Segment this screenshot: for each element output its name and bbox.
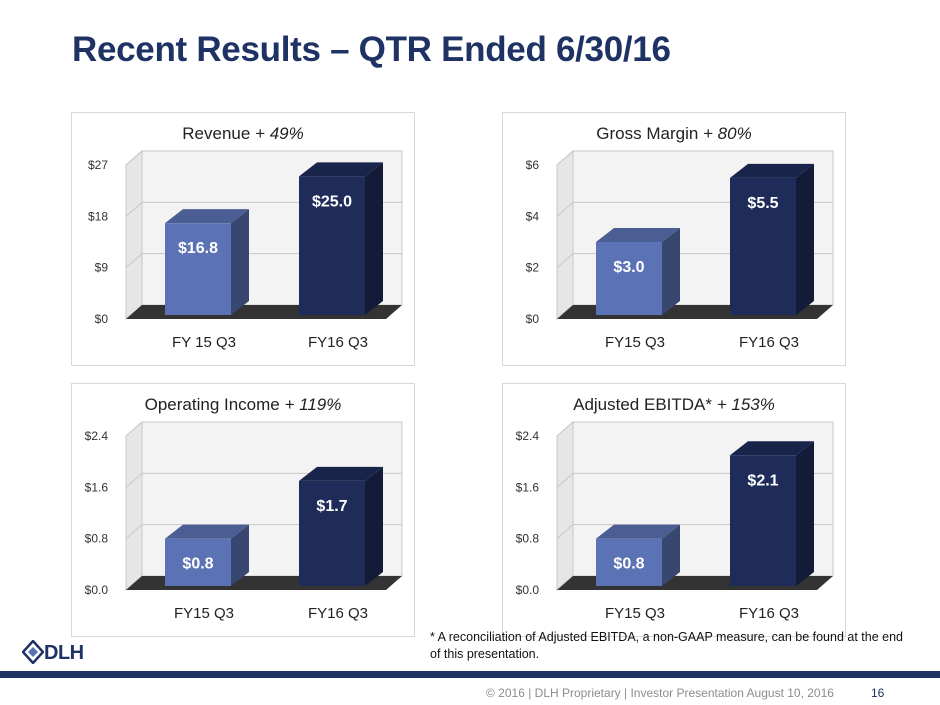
adjusted-ebitda-bar-2: [730, 441, 814, 586]
operating-income-ytick: $1.6: [85, 480, 109, 494]
adjusted-ebitda-bar-1: [596, 524, 680, 586]
gross-margin-ytick: $4: [526, 209, 540, 223]
operating-income-side-wall: [125, 420, 143, 592]
gross-margin-chart: Gross Margin + 80% $0 $2 $4 $6 $3.0 FY15 Q3 $5.…: [502, 112, 846, 366]
revenue-bar-2: [299, 162, 383, 315]
revenue-category-2: FY16 Q3: [308, 334, 368, 351]
revenue-category-1: FY 15 Q3: [172, 334, 236, 351]
gross-margin-ytick: $6: [526, 158, 540, 172]
adjusted-ebitda-data-label-2: $2.1: [747, 472, 778, 489]
operating-income-data-label-2: $1.7: [316, 498, 347, 515]
logo-text: DLH: [44, 642, 84, 664]
revenue-ytick: $9: [95, 261, 109, 275]
operating-income-data-label-1: $0.8: [182, 556, 213, 573]
gross-margin-data-label-1: $3.0: [613, 259, 644, 276]
revenue-chart-svg: Revenue + 49% $0 $9 $18 $27 $16.8 FY 15 Q3 $25.…: [88, 124, 403, 351]
dlh-logo: DLH: [22, 640, 102, 664]
revenue-bar-1: [165, 209, 249, 315]
revenue-ytick: $0: [95, 312, 109, 326]
adjusted-ebitda-side-wall: [556, 420, 574, 592]
footer-text: © 2016 | DLH Proprietary | Investor Pres…: [486, 686, 834, 700]
operating-income-ytick: $2.4: [85, 429, 109, 443]
slide-title: Recent Results – QTR Ended 6/30/16: [72, 30, 671, 69]
revenue-chart: Revenue + 49% $0 $9 $18 $27 $16.8 FY 15 Q3 $25.…: [71, 112, 415, 366]
gross-margin-category-1: FY15 Q3: [605, 334, 665, 351]
page-number: 16: [871, 686, 885, 700]
operating-income-bar-2: [299, 466, 383, 586]
operating-income-category-2: FY16 Q3: [308, 605, 368, 622]
adjusted-ebitda-category-2: FY16 Q3: [739, 605, 799, 622]
gross-margin-ytick: $2: [526, 261, 540, 275]
operating-income-ytick: $0.0: [85, 583, 109, 597]
revenue-ytick: $18: [88, 209, 108, 223]
revenue-ytick: $27: [88, 158, 108, 172]
adjusted-ebitda-chart: Adjusted EBITDA* + 153% $0.0 $0.8 $1.6 $2.4 $…: [502, 383, 846, 637]
dlh-logo-icon: [22, 640, 44, 664]
adjusted-ebitda-gridline: [556, 421, 833, 437]
gross-margin-bar-2: [730, 163, 814, 315]
revenue-side-wall: [125, 149, 143, 321]
gross-margin-data-label-2: $5.5: [747, 195, 778, 212]
gross-margin-bar-1: [596, 228, 680, 315]
revenue-gridline: [125, 150, 402, 166]
adjusted-ebitda-category-1: FY15 Q3: [605, 605, 665, 622]
operating-income-bar-1: [165, 524, 249, 586]
revenue-data-label-2: $25.0: [312, 193, 352, 210]
footer-rule: [0, 671, 940, 678]
gross-margin-ytick: $0: [526, 312, 540, 326]
adjusted-ebitda-chart-svg: Adjusted EBITDA* + 153% $0.0 $0.8 $1.6 $2.4 $…: [516, 395, 834, 622]
adjusted-ebitda-ytick: $0.0: [516, 583, 540, 597]
gross-margin-chart-svg: Gross Margin + 80% $0 $2 $4 $6 $3.0 FY15 Q3 $5.…: [526, 124, 834, 351]
gross-margin-side-wall: [556, 149, 574, 321]
adjusted-ebitda-data-label-1: $0.8: [613, 556, 644, 573]
gross-margin-gridline: [556, 150, 833, 166]
adjusted-ebitda-ytick: $2.4: [516, 429, 540, 443]
operating-income-title: Operating Income + 119%: [145, 395, 342, 414]
revenue-data-label-1: $16.8: [178, 240, 218, 257]
adjusted-ebitda-ytick: $1.6: [516, 480, 540, 494]
footnote: * A reconciliation of Adjusted EBITDA, a…: [430, 630, 903, 661]
operating-income-chart-svg: Operating Income + 119% $0.0 $0.8 $1.6 $2.4 $…: [85, 395, 403, 622]
adjusted-ebitda-ytick: $0.8: [516, 532, 540, 546]
operating-income-gridline: [125, 421, 402, 437]
operating-income-category-1: FY15 Q3: [174, 605, 234, 622]
revenue-title: Revenue + 49%: [182, 124, 303, 143]
adjusted-ebitda-title: Adjusted EBITDA* + 153%: [573, 395, 775, 414]
gross-margin-title: Gross Margin + 80%: [596, 124, 751, 143]
operating-income-chart: Operating Income + 119% $0.0 $0.8 $1.6 $2.4 $…: [71, 383, 415, 637]
operating-income-ytick: $0.8: [85, 532, 109, 546]
gross-margin-category-2: FY16 Q3: [739, 334, 799, 351]
